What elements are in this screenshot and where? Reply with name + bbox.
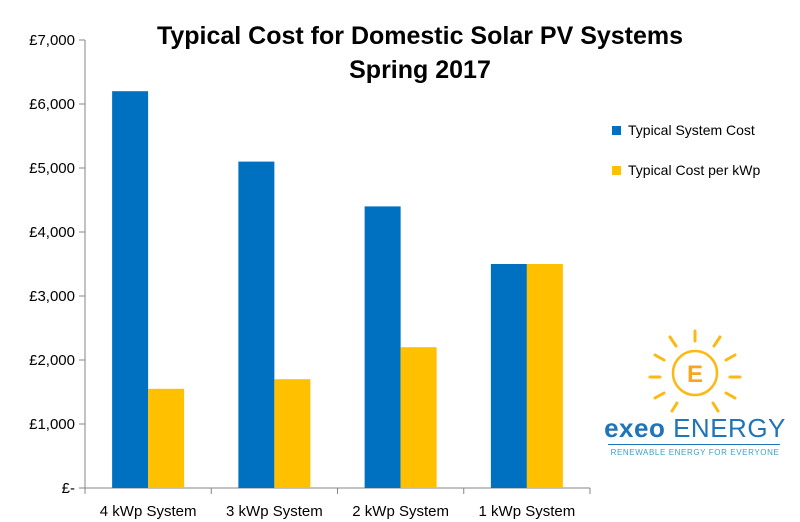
logo-divider [608, 444, 780, 445]
x-tick-label: 1 kWp System [479, 503, 576, 520]
logo-letter: E [687, 361, 703, 388]
x-tick-label: 2 kWp System [352, 503, 449, 520]
logo-word-energy: ENERGY [673, 413, 786, 443]
bar-cost-per-kwp [274, 379, 311, 488]
x-tick-label: 4 kWp System [100, 503, 197, 520]
bar-system-cost [364, 206, 401, 488]
legend-swatch-cost-per-kwp [612, 165, 621, 175]
y-tick-label: £7,000 [29, 32, 75, 49]
bar-cost-per-kwp [148, 388, 185, 488]
logo-tagline: RENEWABLE ENERGY FOR EVERYONE [610, 448, 780, 457]
bar-cost-per-kwp [400, 347, 437, 488]
x-tick-label: 3 kWp System [226, 503, 323, 520]
legend-swatch-system-cost [612, 125, 621, 135]
y-tick-label: £1,000 [29, 416, 75, 433]
y-tick-label: £5,000 [29, 160, 75, 177]
logo-word-exeo: exeo [604, 413, 666, 443]
y-tick-label: £3,000 [29, 288, 75, 305]
exeo-energy-logo: E exeo ENERGY RENEWABLE ENERGY FOR EVERY… [600, 325, 790, 475]
y-tick-label: £2,000 [29, 352, 75, 369]
logo-wordmark: exeo ENERGY [600, 413, 790, 444]
chart-title: Typical Cost for Domestic Solar PV Syste… [156, 22, 684, 50]
y-tick-label: £- [62, 480, 75, 497]
y-tick-label: £6,000 [29, 96, 75, 113]
legend-label-cost-per-kwp: Typical Cost per kWp [628, 162, 761, 178]
chart-subtitle: Spring 2017 [349, 56, 491, 84]
bar-cost-per-kwp [526, 264, 563, 488]
legend-item-system-cost: Typical System Cost [612, 122, 755, 138]
bar-system-cost [238, 161, 275, 488]
y-tick-label: £4,000 [29, 224, 75, 241]
bar-system-cost [490, 264, 527, 488]
sun-icon: E [648, 329, 742, 413]
legend-item-cost-per-kwp: Typical Cost per kWp [612, 162, 760, 178]
legend-label-system-cost: Typical System Cost [628, 122, 755, 138]
bar-system-cost [112, 91, 149, 488]
